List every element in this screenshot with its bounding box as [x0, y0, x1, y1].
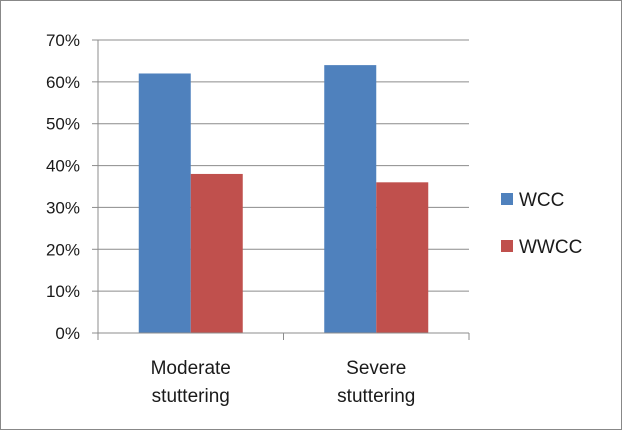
y-tick-label: 40%: [46, 157, 80, 176]
y-tick-label: 20%: [46, 240, 80, 259]
y-tick-label: 60%: [46, 73, 80, 92]
bar-wcc-1: [138, 73, 191, 333]
legend: WCC WWCC: [501, 190, 582, 258]
tick-labels: 0% 10% 20% 30% 40% 50% 60% 70% Moderate stutterin…: [46, 31, 415, 407]
y-tick-label: 0%: [55, 324, 80, 343]
bar-wwcc-2: [376, 182, 429, 333]
bars: [138, 65, 429, 333]
x-category-label: Moderate stuttering: [151, 358, 231, 407]
axes: [92, 39, 470, 340]
y-tick-label: 70%: [46, 31, 80, 50]
legend-swatch-wwcc: [501, 240, 513, 252]
legend-swatch-wcc: [501, 193, 513, 205]
bar-wwcc-1: [190, 173, 243, 333]
y-tick-label: 30%: [46, 198, 80, 217]
legend-label-wcc: WCC: [519, 190, 564, 211]
y-tick-label: 10%: [46, 282, 80, 301]
y-tick-label: 50%: [46, 115, 80, 134]
legend-label-wwcc: WWCC: [519, 237, 582, 258]
x-category-label: Severe stuttering: [337, 358, 415, 407]
bar-wcc-2: [324, 65, 377, 333]
